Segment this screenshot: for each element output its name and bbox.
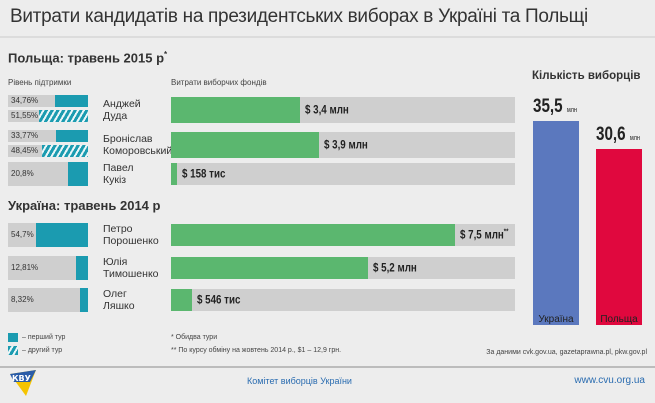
footer-url[interactable]: www.cvu.org.ua: [574, 375, 645, 386]
legend-first: – перший тур: [22, 334, 66, 341]
poland-heading-text: Польща: травень 2015 р: [8, 50, 165, 66]
voters-bar: [533, 120, 579, 325]
support-fill-second: [39, 110, 88, 122]
support-bar-first: 54,7%: [8, 223, 88, 247]
last-name: Ляшко: [103, 300, 135, 312]
note-1: * Обидва тури: [171, 334, 218, 341]
spending-value: $ 7,5 млн**: [460, 229, 508, 242]
spending-value: $ 546 тис: [196, 294, 241, 307]
footnote-mark: *: [164, 50, 168, 59]
support-value: 48,45%: [11, 146, 39, 155]
support-fill-first: [68, 162, 88, 186]
spending-bar: $ 5,2 млн: [171, 257, 515, 279]
support-value: 34,76%: [11, 96, 39, 105]
voters-bar: [596, 149, 642, 325]
candidate-name: Броніслав Коморовський: [103, 133, 172, 157]
first-name: Броніслав: [103, 133, 153, 145]
support-fill-first: [80, 288, 88, 312]
spending-bar: $ 158 тис: [171, 163, 515, 185]
candidate-name: Анджей Дуда: [103, 98, 141, 122]
support-fill-second: [41, 145, 88, 157]
note-2: ** По курсу обміну на жовтень 2014 р., $…: [171, 347, 342, 354]
spending-fill: [171, 289, 192, 311]
first-name: Юлія: [103, 256, 128, 268]
footer-org[interactable]: Комітет виборців України: [247, 376, 352, 386]
legend-first-swatch: [8, 333, 18, 342]
spending-fill: [171, 132, 319, 158]
spending-fill: [171, 97, 300, 123]
support-value: 12,81%: [11, 263, 39, 272]
support-bar-first: 33,77%: [8, 130, 88, 142]
candidate-name: Петро Порошенко: [103, 223, 159, 247]
support-fill-first: [75, 256, 88, 280]
support-fill-first: [54, 95, 88, 107]
spending-value: $ 5,2 млн: [373, 262, 417, 275]
ukraine-heading: Україна: травень 2014 р: [8, 198, 161, 213]
spending-bar: $ 3,4 млн: [171, 97, 515, 123]
spending-bar: $ 3,9 млн: [171, 132, 515, 158]
spending-fill: [171, 257, 369, 279]
source: За даними cvk.gov.ua, gazetaprawna.pl, p…: [486, 349, 647, 356]
spending-value: $ 158 тис: [182, 168, 226, 181]
footer-divider: [0, 366, 655, 368]
support-bar-first: 12,81%: [8, 256, 88, 280]
candidate-name: Павел Кукіз: [103, 162, 133, 186]
first-name: Олег: [103, 288, 127, 300]
last-name: Коморовський: [103, 145, 173, 157]
support-bar-second: 51,55%: [8, 110, 88, 122]
page-title: Витрати кандидатів на президентських виб…: [10, 6, 588, 27]
candidate-name: Олег Ляшко: [103, 288, 135, 312]
spending-bar: $ 546 тис: [171, 289, 515, 311]
support-bar-first: 8,32%: [8, 288, 88, 312]
voters-number: 30,6: [596, 124, 626, 146]
support-value: 33,77%: [11, 131, 39, 140]
first-name: Анджей: [103, 98, 141, 110]
footnote-mark: **: [504, 228, 509, 236]
support-value: 20,8%: [11, 169, 34, 178]
last-name: Кукіз: [103, 174, 127, 186]
legend-second-swatch: [8, 346, 18, 355]
spending-amount: $ 158 тис: [182, 168, 226, 181]
cvu-logo: КВУ: [10, 370, 36, 396]
support-bar-first: 34,76%: [8, 95, 88, 107]
support-fill-first: [36, 223, 88, 247]
spending-amount: $ 5,2 млн: [373, 262, 417, 275]
voters-country: Україна: [538, 314, 574, 325]
spending-value: $ 3,9 млн: [323, 139, 368, 152]
first-name: Петро: [103, 223, 133, 235]
voters-title: Кількість виборців: [532, 70, 641, 82]
voters-value: 35,5 млн: [533, 96, 577, 118]
divider: [0, 36, 655, 38]
support-bar-second: 48,45%: [8, 145, 88, 157]
spending-label: Витрати виборчих фондів: [171, 78, 267, 87]
support-value: 54,7%: [11, 230, 34, 239]
spending-amount: $ 3,4 млн: [304, 104, 349, 117]
spending-value: $ 3,4 млн: [304, 104, 349, 117]
voters-unit: млн: [566, 106, 578, 114]
support-value: 8,32%: [11, 295, 34, 304]
svg-text:КВУ: КВУ: [12, 374, 31, 383]
spending-bar: $ 7,5 млн**: [171, 224, 515, 246]
support-fill-first: [55, 130, 88, 142]
spending-amount: $ 546 тис: [196, 294, 241, 307]
last-name: Тимошенко: [103, 268, 159, 280]
last-name: Порошенко: [103, 235, 159, 247]
voters-number: 35,5: [533, 95, 563, 117]
poland-heading: Польща: травень 2015 р*: [8, 50, 167, 65]
candidate-name: Юлія Тимошенко: [103, 256, 159, 280]
spending-amount: $ 7,5 млн: [460, 229, 505, 242]
spending-fill: [171, 163, 177, 185]
support-bar-first: 20,8%: [8, 162, 88, 186]
spending-fill: [171, 224, 456, 246]
last-name: Дуда: [103, 110, 128, 122]
first-name: Павел: [103, 162, 134, 174]
legend-second: – другий тур: [22, 347, 63, 354]
support-value: 51,55%: [11, 111, 39, 120]
spending-amount: $ 3,9 млн: [323, 139, 368, 152]
voters-country: Польща: [600, 314, 638, 325]
support-label: Рівень підтримки: [8, 78, 72, 87]
voters-unit: млн: [629, 135, 641, 143]
voters-value: 30,6 млн: [596, 124, 640, 146]
